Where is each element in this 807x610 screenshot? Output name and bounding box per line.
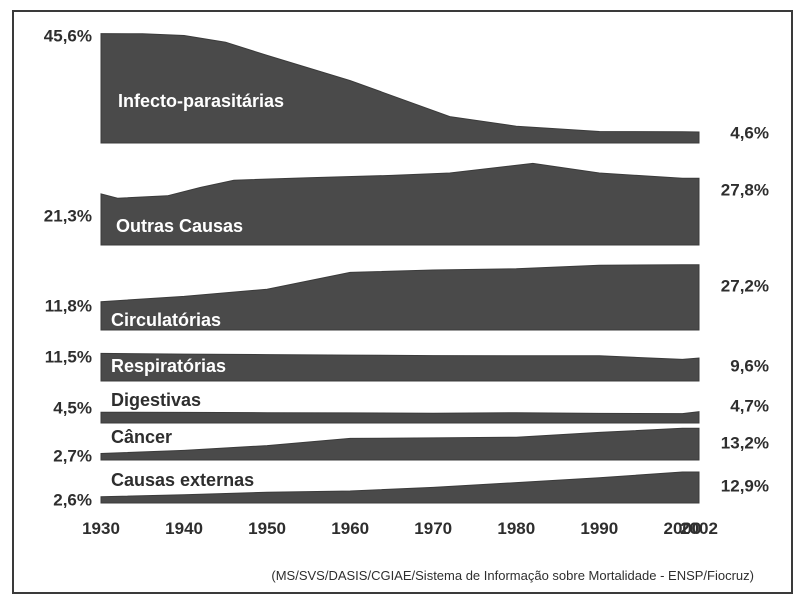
x-tick-2000: 2000 — [663, 519, 701, 538]
end-value-infecto-parasitarias: 4,6% — [730, 123, 769, 142]
area-causas-externas — [100, 471, 700, 504]
start-value-infecto-parasitarias: 45,6% — [44, 26, 92, 45]
label-causas-externas: Causas externas — [111, 470, 254, 490]
x-tick-1970: 1970 — [414, 519, 452, 538]
chart-frame — [12, 10, 793, 594]
area-circulatorias — [100, 264, 700, 331]
x-tick-1960: 1960 — [331, 519, 369, 538]
end-value-cancer: 13,2% — [721, 433, 769, 452]
end-value-circulatorias: 27,2% — [721, 276, 769, 295]
x-tick-1950: 1950 — [248, 519, 286, 538]
end-value-respiratorias: 9,6% — [730, 356, 769, 375]
label-circulatorias: Circulatórias — [111, 310, 221, 330]
label-cancer: Câncer — [111, 427, 172, 447]
area-outras-causas — [100, 162, 700, 246]
end-value-causas-externas: 12,9% — [721, 476, 769, 495]
start-value-outras-causas: 21,3% — [44, 206, 92, 225]
x-tick-2002: 2002 — [680, 519, 718, 538]
area-infecto-parasitarias — [100, 33, 700, 144]
start-value-causas-externas: 2,6% — [53, 490, 92, 509]
source-note: (MS/SVS/DASIS/CGIAE/Sistema de Informaçã… — [271, 568, 754, 583]
x-tick-1980: 1980 — [497, 519, 535, 538]
label-infecto-parasitarias: Infecto-parasitárias — [118, 91, 284, 111]
end-value-outras-causas: 27,8% — [721, 180, 769, 199]
start-value-cancer: 2,7% — [53, 446, 92, 465]
label-digestivas: Digestivas — [111, 390, 201, 410]
start-value-circulatorias: 11,8% — [45, 296, 92, 315]
label-respiratorias: Respiratórias — [111, 356, 226, 376]
start-value-respiratorias: 11,5% — [45, 347, 92, 366]
label-outras-causas: Outras Causas — [116, 216, 243, 236]
area-respiratorias — [100, 352, 700, 382]
x-tick-1930: 1930 — [82, 519, 120, 538]
x-tick-1990: 1990 — [580, 519, 618, 538]
start-value-digestivas: 4,5% — [53, 398, 92, 417]
end-value-digestivas: 4,7% — [730, 396, 769, 415]
area-cancer — [100, 427, 700, 461]
x-tick-1940: 1940 — [165, 519, 203, 538]
area-digestivas — [100, 411, 700, 424]
